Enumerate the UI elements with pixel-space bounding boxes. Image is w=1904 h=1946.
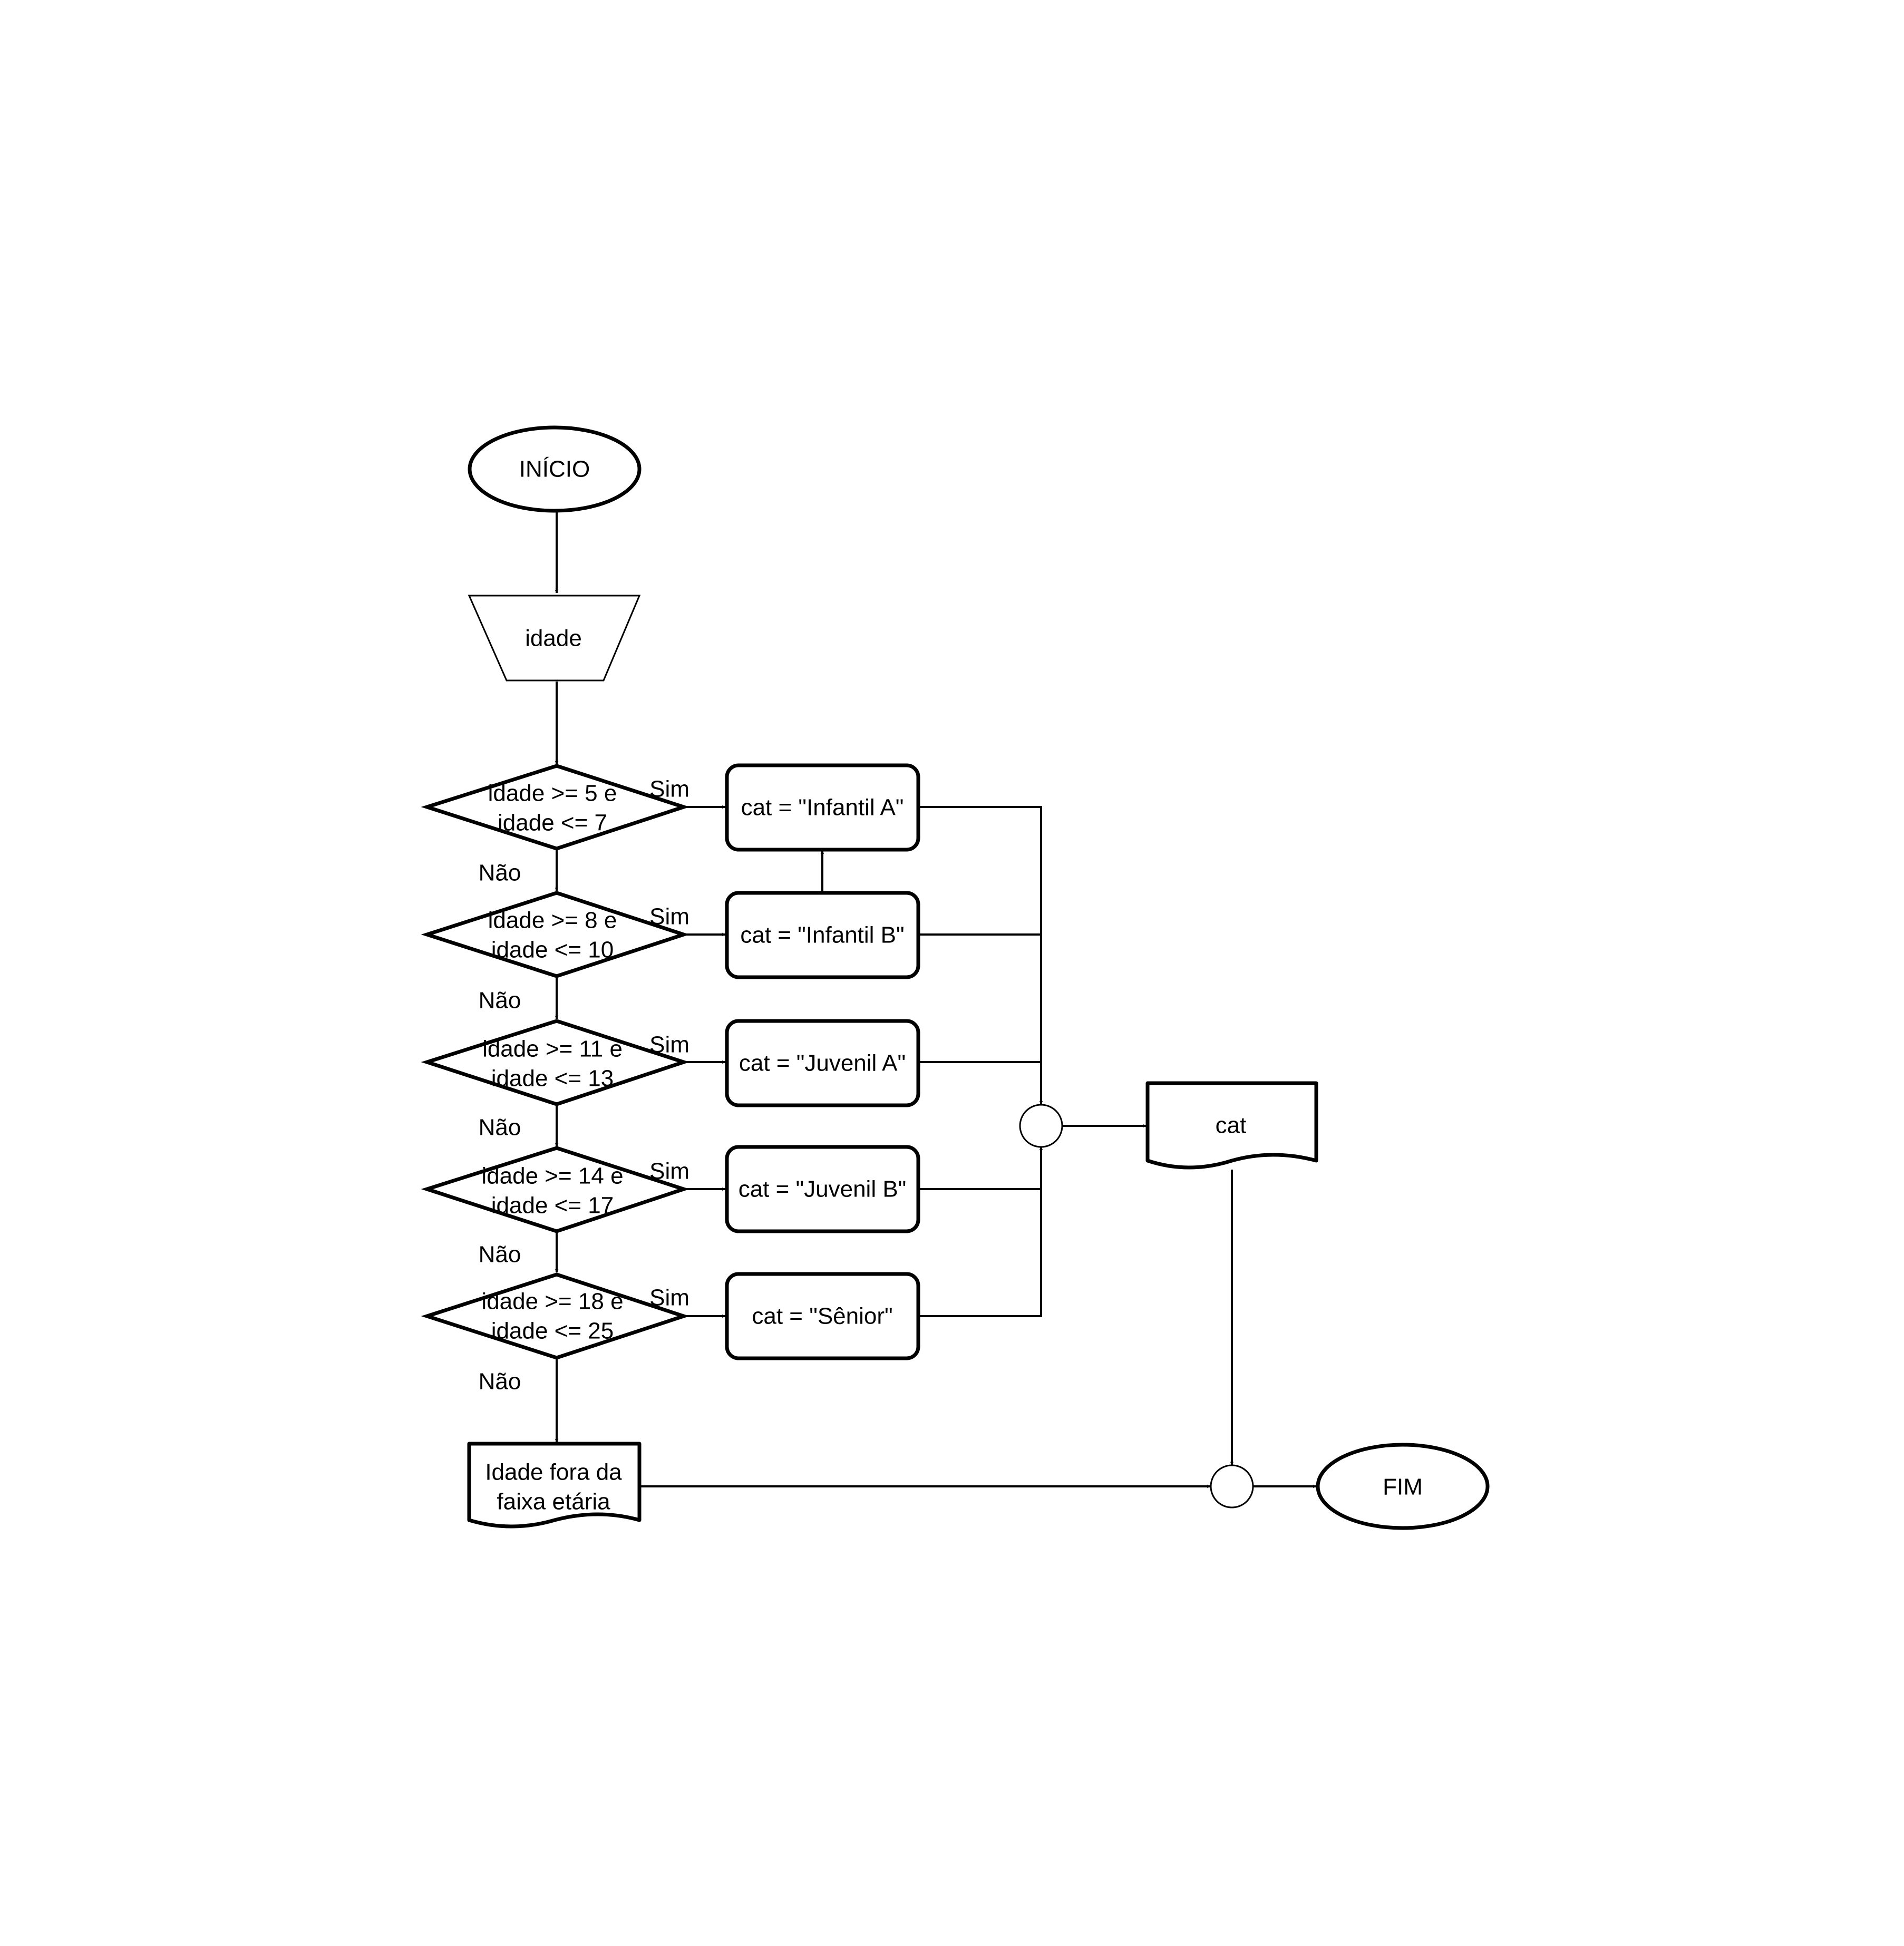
- no-label-5: Não: [479, 1369, 521, 1395]
- decision-2: idade >= 8 e idade <= 10: [421, 891, 690, 978]
- decision-2-line2: idade <= 10: [491, 937, 614, 963]
- input-node: idade: [468, 595, 641, 682]
- decision-1: idade >= 5 e idade <= 7: [421, 764, 690, 851]
- no-label-2: Não: [479, 988, 521, 1014]
- arrow-infantil-a-to-merge: [919, 806, 1043, 1105]
- decision-4-line1: idade >= 14 e: [481, 1163, 623, 1189]
- assign-infantil-a-label: cat = "Infantil A": [741, 795, 904, 821]
- merge-connector: [1019, 1104, 1063, 1148]
- decision-3: idade >= 11 e idade <= 13: [421, 1019, 690, 1106]
- yes-label-2: Sim: [649, 904, 689, 930]
- output-cat-label: cat: [1216, 1113, 1247, 1139]
- yes-label-4: Sim: [649, 1159, 689, 1184]
- decision-1-line2: idade <= 7: [498, 810, 607, 836]
- output-cat-document: cat: [1145, 1081, 1318, 1170]
- assign-senior-label: cat = "Sênior": [752, 1303, 892, 1329]
- assign-juvenil-a-label: cat = "Juvenil A": [739, 1050, 906, 1076]
- end-label: FIM: [1383, 1474, 1423, 1500]
- decision-4: idade >= 14 e idade <= 17: [421, 1146, 690, 1233]
- decision-5-line2: idade <= 25: [491, 1318, 614, 1344]
- yes-label-5: Sim: [649, 1285, 689, 1311]
- branch-labels: Sim Sim Sim Sim Sim Não Não Não Não Não: [479, 776, 689, 1395]
- start-label: INÍCIO: [519, 456, 590, 482]
- decision-5-line1: idade >= 18 e: [481, 1289, 623, 1315]
- assign-infantil-b-label: cat = "Infantil B": [740, 922, 904, 948]
- decision-1-line1: idade >= 5 e: [488, 781, 617, 806]
- decision-3-line2: idade <= 13: [491, 1066, 614, 1092]
- no-label-3: Não: [479, 1115, 521, 1141]
- no-label-1: Não: [479, 860, 521, 886]
- connectors: [555, 512, 1317, 1488]
- end-terminator: FIM: [1316, 1443, 1490, 1530]
- assign-senior: cat = "Sênior": [725, 1272, 920, 1360]
- decision-3-line1: idade >= 11 e: [482, 1036, 623, 1062]
- no-label-4: Não: [479, 1242, 521, 1268]
- assign-juvenil-b-label: cat = "Juvenil B": [739, 1176, 907, 1202]
- end-merge-connector: [1210, 1464, 1254, 1509]
- out-of-range-line2: faixa etária: [497, 1489, 610, 1515]
- decision-2-line1: idade >= 8 e: [488, 908, 617, 933]
- assign-juvenil-b: cat = "Juvenil B": [725, 1145, 920, 1233]
- assign-infantil-a: cat = "Infantil A": [725, 763, 920, 852]
- decision-5: idade >= 18 e idade <= 25: [421, 1272, 690, 1360]
- assign-infantil-b: cat = "Infantil B": [725, 891, 920, 979]
- yes-label-1: Sim: [649, 776, 689, 802]
- yes-label-3: Sim: [649, 1032, 689, 1058]
- out-of-range-line1: Idade fora da: [485, 1459, 622, 1485]
- assign-juvenil-a: cat = "Juvenil A": [725, 1019, 920, 1107]
- decision-4-line2: idade <= 17: [491, 1193, 614, 1219]
- arrow-senior-to-merge: [919, 1146, 1043, 1317]
- start-terminator: INÍCIO: [468, 425, 642, 513]
- input-label: idade: [525, 626, 582, 651]
- out-of-range-document: Idade fora da faixa etária: [467, 1442, 642, 1529]
